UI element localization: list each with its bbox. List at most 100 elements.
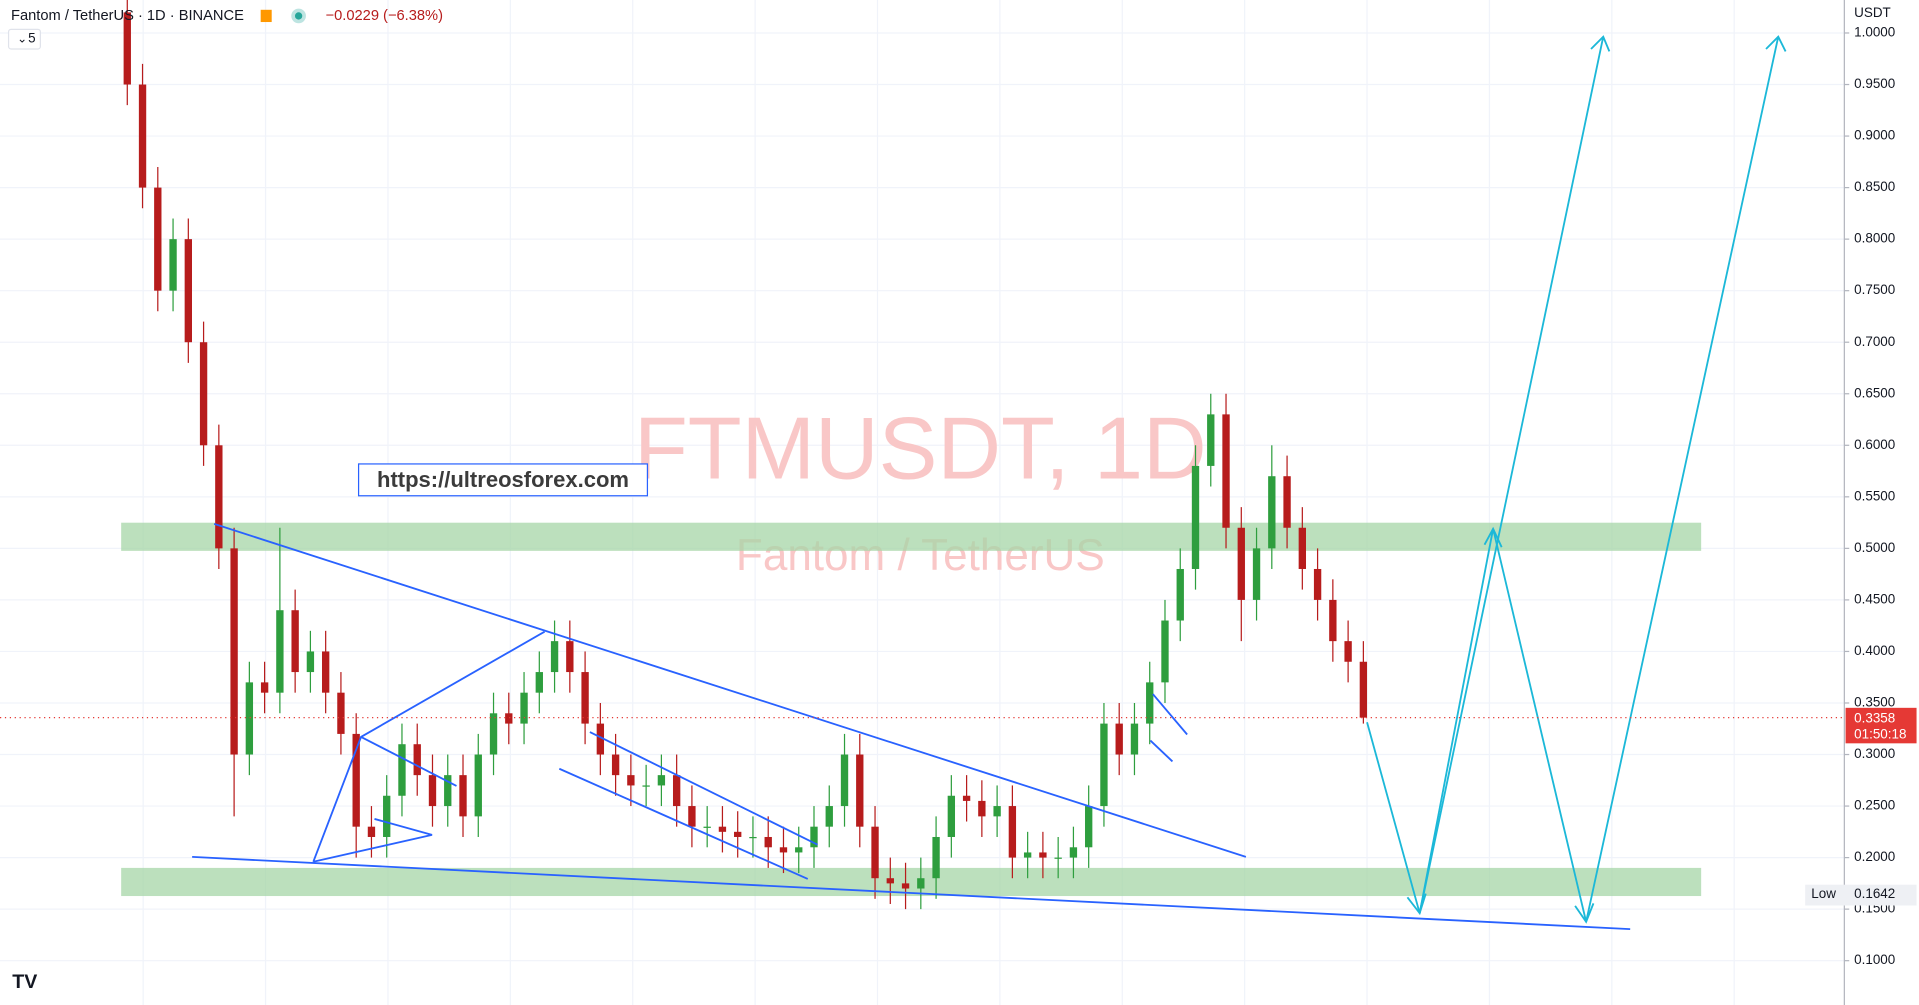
status-dot: [294, 12, 303, 20]
candle-body: [871, 826, 879, 879]
candle-body: [627, 775, 635, 786]
candle-body: [1252, 548, 1261, 600]
badge-count[interactable]: 5: [28, 31, 35, 46]
candle-body: [1085, 806, 1093, 848]
y-tick-label: 0.6000: [1854, 437, 1895, 452]
candle-body: [352, 733, 360, 827]
y-tick-label: 0.9500: [1854, 76, 1895, 91]
candle-body: [1283, 476, 1291, 528]
y-tick-label: 0.3500: [1854, 695, 1895, 710]
candle-body: [505, 713, 513, 724]
chevron: ⌄: [17, 31, 27, 45]
symbol-title: Fantom / TetherUS · 1D · BINANCE: [11, 8, 244, 24]
y-tick-label: 0.3000: [1854, 746, 1895, 761]
candle-body: [1069, 847, 1078, 858]
candle-body: [932, 836, 940, 879]
candle-body: [535, 672, 543, 693]
candle-body: [428, 775, 437, 807]
link-box[interactable]: [357, 463, 649, 497]
logo[interactable]: TV: [12, 971, 37, 993]
y-tick-label: 0.4500: [1854, 591, 1895, 606]
candle-body: [413, 744, 421, 776]
candle-body: [550, 641, 559, 673]
candle-body: [566, 641, 574, 673]
candle-body: [1039, 852, 1047, 858]
candle-body: [520, 692, 528, 724]
candle-body: [1237, 527, 1245, 600]
candle-body: [749, 836, 757, 839]
candle-body: [962, 795, 971, 801]
candles: [123, 0, 1368, 910]
low-value: 0.1642: [1854, 886, 1895, 901]
candle-body: [947, 795, 956, 837]
price-axis: [1844, 0, 1919, 1005]
candle-body: [1313, 568, 1322, 600]
trend-lines: [192, 523, 1631, 931]
candle-body: [1298, 527, 1307, 569]
countdown: 01:50:18: [1854, 726, 1906, 741]
candle-body: [703, 826, 711, 828]
candle-body: [795, 847, 803, 853]
low-label: Low: [1811, 886, 1836, 901]
candle-body: [1023, 852, 1032, 858]
last-price-bg: [1845, 707, 1917, 744]
candle-body: [337, 692, 345, 734]
candle-body: [734, 831, 742, 837]
y-tick-label: 0.2500: [1854, 798, 1895, 813]
candle-body: [1222, 414, 1230, 528]
candle-body: [1344, 641, 1352, 662]
indicator-badge[interactable]: [7, 28, 41, 50]
y-tick-label: 0.2000: [1854, 849, 1895, 864]
candle-body: [245, 682, 254, 755]
candle-body: [886, 878, 894, 884]
price-ticks: 0.10000.15000.20000.25000.30000.35000.40…: [1844, 25, 1895, 967]
y-tick-label: 0.4000: [1854, 643, 1895, 658]
link-text[interactable]: https://ultreosforex.com: [377, 467, 629, 492]
candle-body: [1176, 568, 1184, 621]
candle-body: [1329, 599, 1337, 642]
candle-body: [199, 342, 208, 446]
candle-body: [642, 785, 650, 787]
candle-body: [459, 775, 467, 817]
candle-body: [1100, 723, 1108, 807]
projection-arrows: [1366, 35, 1787, 924]
y-tick-label: 0.8500: [1854, 179, 1895, 194]
candle-body: [1115, 723, 1123, 755]
candle-body: [138, 84, 147, 188]
candle-body: [367, 826, 376, 837]
candle-body: [1207, 414, 1215, 466]
candle-body: [779, 847, 788, 853]
y-tick-label: 0.7500: [1854, 282, 1895, 297]
axis-unit[interactable]: USDT: [1854, 5, 1891, 20]
candle-body: [1161, 620, 1169, 683]
candle-body: [1008, 806, 1017, 858]
y-tick-label: 0.6500: [1854, 385, 1895, 400]
candle-body: [383, 795, 391, 837]
candle-body: [1268, 476, 1276, 549]
support-zone: [121, 867, 1702, 897]
candle-body: [840, 754, 849, 807]
low-badge: Low 0.1642: [1805, 884, 1917, 906]
candle-body: [321, 651, 330, 693]
candle-body: [825, 806, 833, 827]
watermark: FTMUSDT, 1D: [634, 399, 1207, 498]
candle-body: [1191, 465, 1200, 569]
candle-body: [856, 754, 864, 827]
candle-body: [169, 239, 177, 291]
vertical-grid: [142, 0, 1735, 1005]
candle-body: [718, 826, 727, 832]
candle-body: [978, 800, 986, 817]
last-price-label: 0.3358: [1854, 710, 1895, 725]
low-bg: [1805, 884, 1917, 906]
candle-body: [230, 548, 238, 755]
candle-body: [1359, 661, 1368, 718]
flag-icon[interactable]: [260, 9, 272, 23]
candle-body: [276, 610, 284, 693]
y-tick-label: 1.0000: [1854, 25, 1895, 40]
candle-body: [215, 445, 223, 549]
candle-body: [1146, 682, 1154, 724]
candle-body: [474, 754, 482, 817]
y-tick-label: 0.5000: [1854, 540, 1895, 555]
candle-body: [596, 723, 605, 755]
